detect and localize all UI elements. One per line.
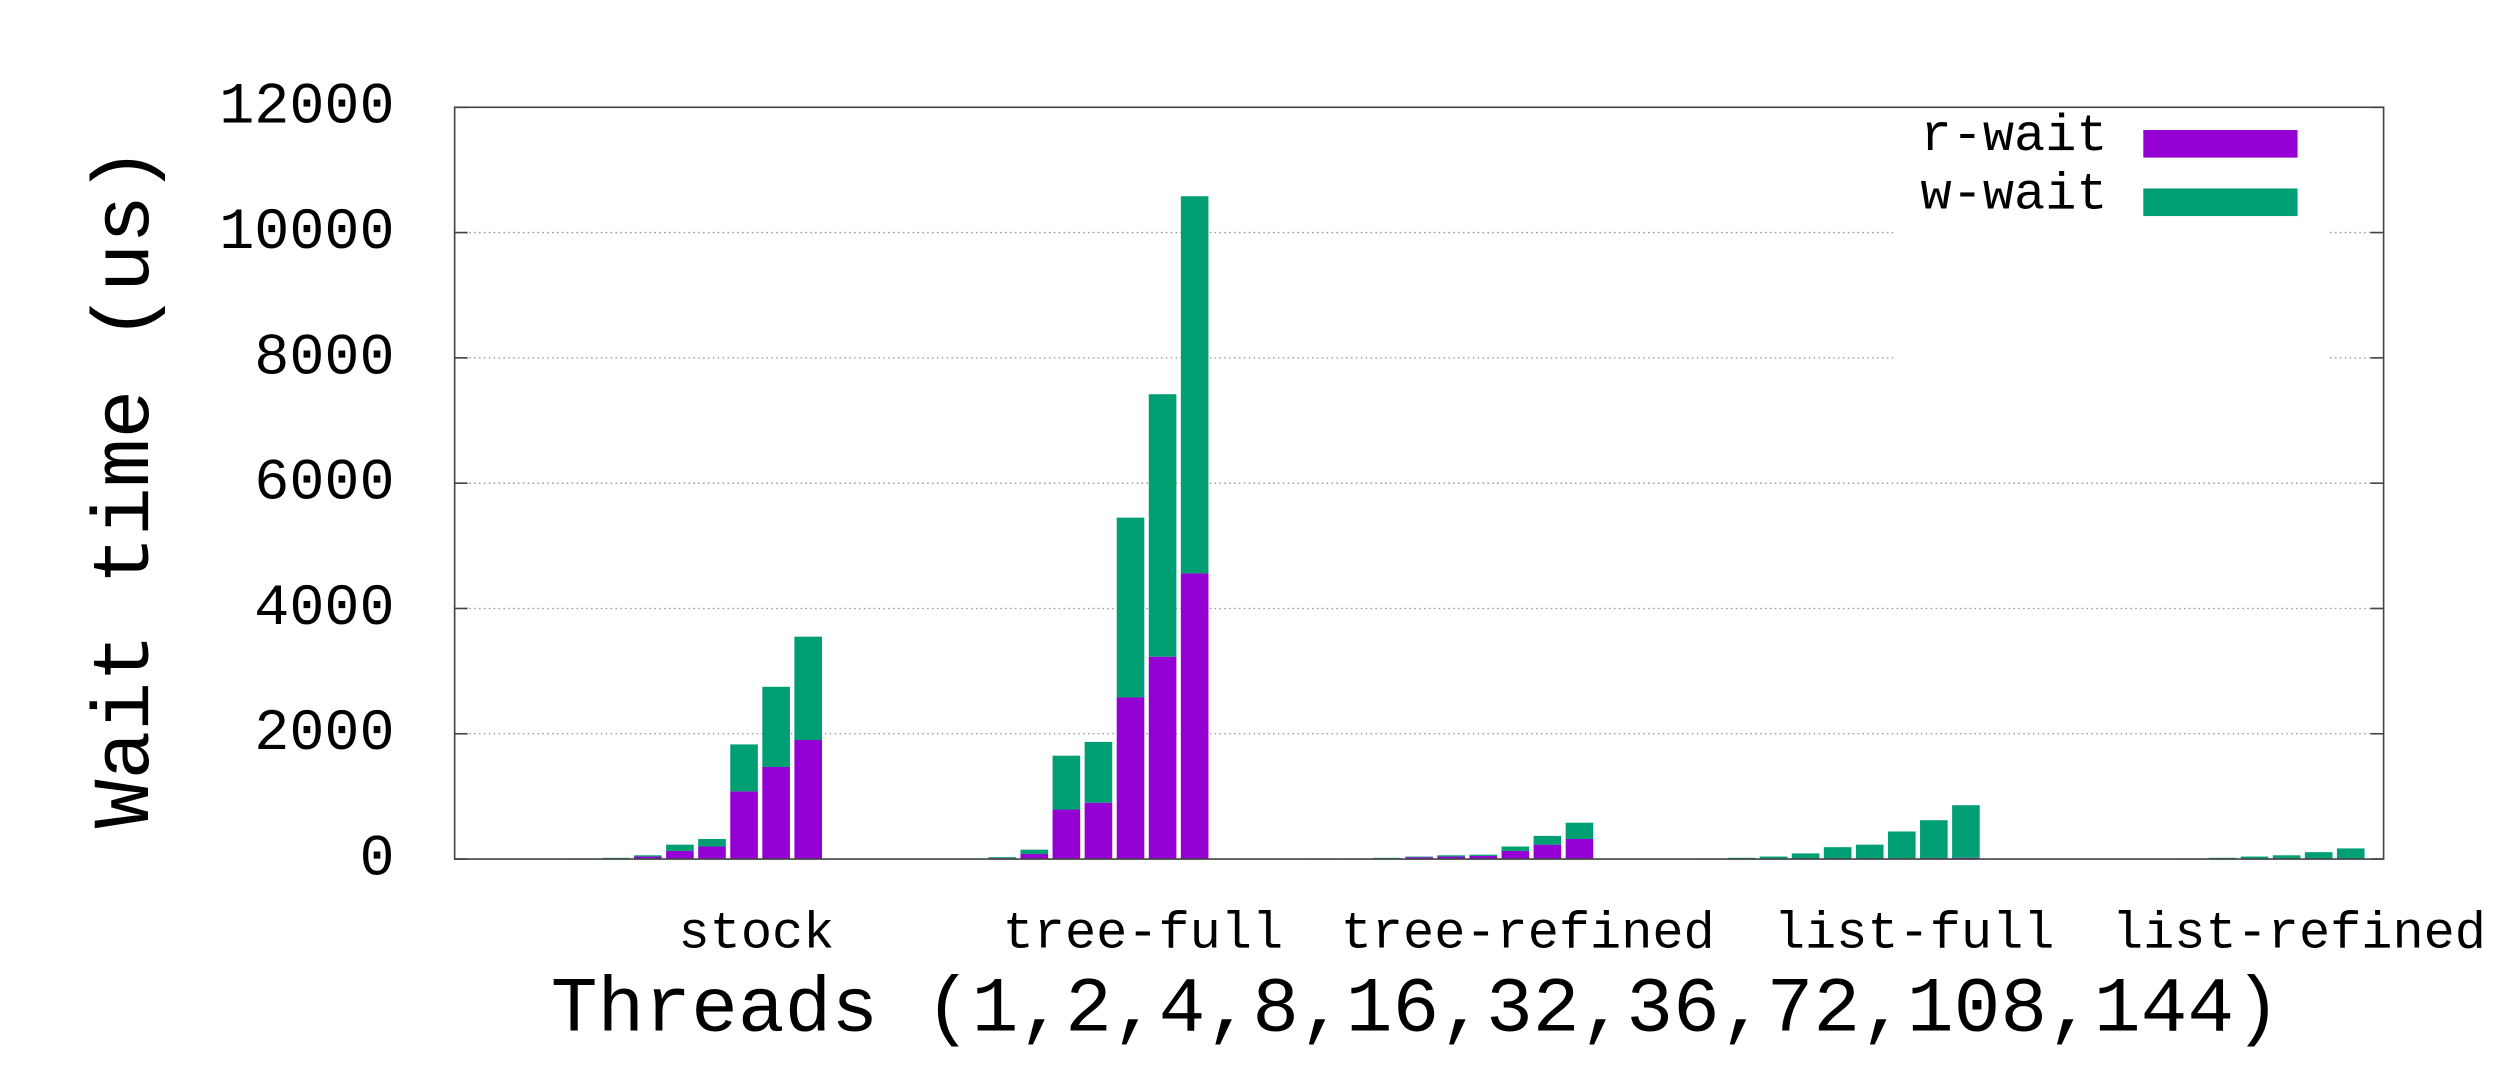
bar-segment [1405, 857, 1433, 860]
bar-segment [1823, 847, 1852, 859]
bar-segment [2304, 852, 2333, 860]
bar-segment [1084, 802, 1113, 860]
bar-segment [2336, 848, 2365, 860]
y-tick-label: 2000 [254, 700, 394, 767]
y-axis-title: Wait time (us) [81, 146, 173, 828]
x-axis-title: Threads (1,2,4,8,16,32,36,72,108,144) [551, 967, 2281, 1055]
bar-segment [1469, 854, 1498, 856]
bar-segment [1791, 853, 1820, 859]
bar-segment [1437, 856, 1465, 860]
bar-segment [1373, 857, 1401, 859]
y-tick-label: 12000 [219, 74, 394, 141]
legend-label: w-wait [1921, 166, 2108, 225]
bar-segment [1052, 755, 1081, 810]
bar-segment [666, 850, 694, 860]
bar-segment [988, 857, 1017, 859]
x-tick-label: tree-full [1003, 904, 1284, 963]
y-tick-label: 10000 [219, 199, 394, 266]
legend-swatch [2143, 130, 2298, 158]
bar-segment [1501, 846, 1530, 851]
bar-segment [1565, 839, 1594, 860]
bar-segment [2272, 855, 2301, 860]
x-tick-label: list-refined [2112, 904, 2486, 963]
bar-segment [1533, 844, 1562, 860]
bar-segment [666, 844, 694, 851]
bar-segment [634, 856, 662, 860]
legend-label: r-wait [1921, 107, 2108, 166]
bar-segment [1020, 849, 1049, 855]
y-tick-label: 4000 [254, 575, 394, 642]
plot-frame [453, 106, 2385, 860]
bar-segment [1148, 656, 1177, 860]
x-tick-label: list-full [1774, 904, 2055, 963]
bar-segment [1501, 850, 1530, 860]
bar-segment [1952, 805, 1980, 858]
bar-segment [1887, 831, 1916, 859]
bar-segment [1148, 394, 1177, 657]
y-tick-label: 0 [359, 825, 394, 892]
bar-segment [1469, 855, 1498, 860]
bar-segment [1920, 820, 1948, 859]
bar-segment [698, 846, 726, 860]
y-tick-label: 6000 [254, 450, 394, 517]
bar-segment [1759, 856, 1788, 860]
bar-segment [2240, 856, 2269, 860]
x-tick-label: stock [679, 904, 835, 963]
y-tick-label: 8000 [254, 324, 394, 391]
bar-segment [1020, 854, 1049, 860]
bar-segment [1180, 196, 1209, 574]
bar-segment [730, 744, 758, 792]
bar-segment [1180, 573, 1209, 860]
legend-swatch [2143, 188, 2298, 217]
bar-segment [1052, 809, 1081, 860]
bar-segment [1533, 835, 1562, 845]
bar-segment [1116, 697, 1145, 860]
bar-segment [1437, 855, 1465, 857]
bar-segment [1565, 822, 1594, 840]
bar-segment [730, 791, 758, 860]
bar-segment [1855, 844, 1884, 859]
bar-segment [698, 839, 726, 847]
bar-segment [794, 636, 823, 741]
bar-segment [634, 855, 662, 857]
bar-segment [762, 766, 790, 860]
bar-segment [601, 857, 630, 859]
bar-segment [1084, 741, 1113, 803]
x-tick-label: tree-refined [1341, 904, 1715, 963]
bar-segment [1405, 856, 1433, 858]
bar-segment [762, 686, 790, 767]
bar-segment [794, 740, 823, 860]
bar-segment [1116, 517, 1145, 698]
